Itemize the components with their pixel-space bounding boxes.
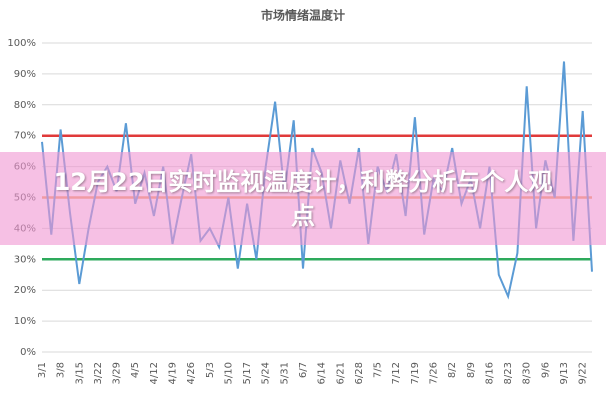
y-tick-label: 10% [14, 316, 36, 327]
x-tick-label: 6/7 [298, 362, 309, 378]
x-tick-label: 7/12 [391, 362, 402, 384]
y-tick-label: 80% [14, 100, 36, 111]
x-tick-label: 6/28 [354, 362, 365, 384]
x-tick-label: 8/2 [447, 362, 458, 378]
x-tick-label: 7/19 [410, 362, 421, 384]
x-tick-label: 9/22 [578, 362, 589, 384]
x-tick-label: 8/9 [466, 362, 477, 378]
x-tick-label: 8/23 [503, 362, 514, 384]
banner: 12月22日实时监视温度计，利弊分析与个人观点 [0, 152, 606, 245]
x-tick-label: 3/1 [37, 362, 48, 378]
x-tick-label: 4/19 [168, 362, 179, 384]
banner-text: 12月22日实时监视温度计，利弊分析与个人观点 [53, 167, 553, 230]
y-tick-label: 20% [14, 285, 36, 296]
x-tick-label: 9/6 [540, 362, 551, 378]
y-tick-label: 0% [20, 347, 36, 358]
x-tick-label: 4/12 [149, 362, 160, 384]
x-tick-label: 3/22 [93, 362, 104, 384]
chart-title: 市场情绪温度计 [261, 8, 345, 23]
y-tick-label: 90% [14, 69, 36, 80]
x-tick-label: 3/15 [74, 362, 85, 384]
x-tick-label: 9/13 [559, 362, 570, 384]
x-tick-label: 5/31 [279, 362, 290, 384]
x-tick-label: 3/29 [112, 362, 123, 384]
x-tick-label: 7/5 [373, 362, 384, 378]
y-tick-label: 100% [7, 38, 36, 49]
x-tick-label: 4/26 [186, 362, 197, 384]
x-tick-label: 8/16 [484, 362, 495, 384]
x-tick-label: 4/5 [130, 362, 141, 378]
x-tick-label: 8/30 [522, 362, 533, 384]
x-tick-label: 5/10 [223, 362, 234, 384]
y-tick-label: 30% [14, 254, 36, 265]
x-tick-label: 7/26 [429, 362, 440, 384]
x-tick-label: 3/8 [56, 362, 67, 378]
x-tick-label: 5/17 [242, 362, 253, 384]
y-tick-label: 70% [14, 131, 36, 142]
x-tick-label: 5/3 [205, 362, 216, 378]
x-tick-label: 6/14 [317, 362, 328, 384]
x-tick-label: 6/21 [335, 362, 346, 384]
x-tick-label: 5/24 [261, 362, 272, 384]
